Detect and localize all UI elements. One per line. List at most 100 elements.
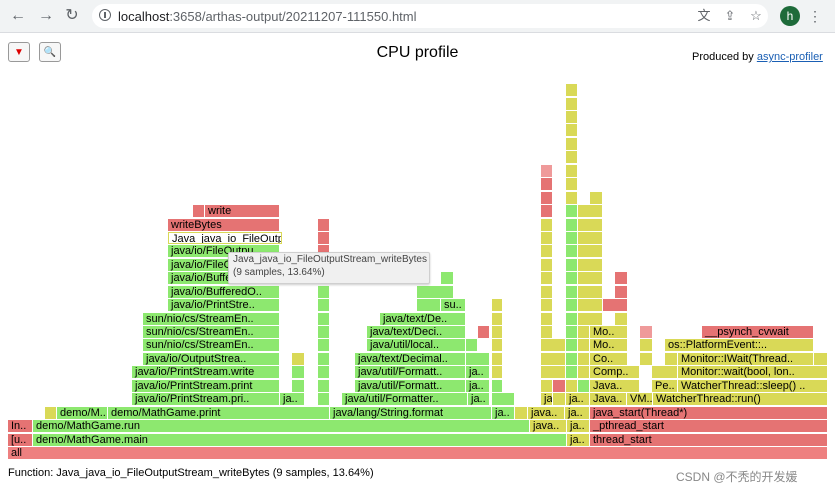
flame-frame[interactable] (566, 178, 578, 190)
flame-frame[interactable] (566, 326, 578, 338)
flame-frame[interactable] (578, 232, 603, 244)
flame-frame[interactable]: thread_start (590, 434, 828, 446)
flame-frame[interactable] (652, 366, 678, 378)
flame-frame[interactable]: WatcherThread::sleep() .. (678, 380, 828, 392)
flame-frame[interactable]: ja.. (567, 434, 590, 446)
flame-frame[interactable] (566, 286, 578, 298)
flame-frame[interactable] (578, 313, 603, 325)
translate-icon[interactable]: 文 (697, 8, 711, 23)
flame-frame[interactable] (541, 259, 553, 271)
flame-frame[interactable] (541, 326, 553, 338)
flame-frame[interactable]: sun/nio/cs/StreamEn.. (143, 313, 280, 325)
flame-frame[interactable] (566, 98, 578, 110)
flame-frame[interactable] (492, 326, 503, 338)
flame-frame[interactable] (492, 299, 503, 311)
flame-frame[interactable]: java/util/local.. (367, 339, 466, 351)
flame-frame[interactable]: java/util/Formatt.. (355, 366, 466, 378)
flame-frame[interactable]: Java.. (590, 393, 627, 405)
flame-frame[interactable] (566, 151, 578, 163)
flame-frame[interactable]: java/io/OutputStrea.. (143, 353, 280, 365)
flame-frame[interactable]: ja.. (567, 420, 590, 432)
flame-frame[interactable]: __psynch_cvwait (702, 326, 814, 338)
flame-frame[interactable] (417, 299, 441, 311)
flame-frame[interactable] (541, 366, 566, 378)
flame-frame[interactable] (541, 272, 553, 284)
flame-frame[interactable] (318, 366, 330, 378)
flame-frame[interactable]: java/io/BufferedO.. (168, 286, 280, 298)
flame-frame[interactable] (615, 313, 628, 325)
flame-frame[interactable] (566, 339, 578, 351)
avatar[interactable]: h (780, 6, 800, 26)
flame-frame[interactable]: demo/M.. (57, 407, 108, 419)
flame-frame[interactable] (492, 313, 503, 325)
flame-frame[interactable]: sun/nio/cs/StreamEn.. (143, 339, 280, 351)
flame-frame[interactable]: Java.. (590, 380, 640, 392)
address-bar[interactable]: localhost:3658/arthas-output/20211207-11… (92, 4, 768, 28)
flame-frame[interactable]: Mo.. (590, 326, 628, 338)
flame-frame[interactable]: os::PlatformEvent::.. (665, 339, 814, 351)
flame-frame[interactable] (318, 326, 330, 338)
flame-frame[interactable]: Java_java_io_FileOutp (168, 232, 282, 244)
flame-frame[interactable] (541, 313, 553, 325)
flame-frame[interactable]: demo/MathGame.print (108, 407, 330, 419)
flame-frame[interactable] (492, 339, 503, 351)
flame-frame[interactable]: In.. (8, 420, 33, 432)
flame-frame[interactable] (193, 205, 205, 217)
flame-frame[interactable] (541, 232, 553, 244)
flame-frame[interactable] (566, 259, 578, 271)
flame-frame[interactable] (318, 393, 330, 405)
flame-frame[interactable] (566, 84, 578, 96)
flame-frame[interactable] (566, 272, 578, 284)
flame-frame[interactable] (318, 380, 330, 392)
flame-frame[interactable] (541, 380, 553, 392)
flame-frame[interactable]: sun/nio/cs/StreamEn.. (143, 326, 280, 338)
flame-frame[interactable] (578, 380, 590, 392)
flame-frame[interactable]: java/util/Formatter.. (342, 393, 468, 405)
flame-frame[interactable]: Mo.. (590, 339, 628, 351)
url-text[interactable]: localhost:3658/arthas-output/20211207-11… (118, 9, 417, 24)
flame-frame[interactable]: [u.. (8, 434, 33, 446)
flame-frame[interactable] (578, 353, 590, 365)
flame-frame[interactable]: java/util/Formatt.. (355, 380, 466, 392)
flame-frame[interactable]: java.. (530, 420, 567, 432)
flame-frame[interactable]: Monitor::wait(bool, lon.. (678, 366, 828, 378)
flame-frame[interactable] (541, 339, 566, 351)
flame-frame[interactable]: java/lang/String.format (330, 407, 492, 419)
flame-frame[interactable]: WatcherThread::run() (653, 393, 828, 405)
flame-frame[interactable]: ja.. (541, 393, 553, 405)
flame-frame[interactable] (492, 393, 515, 405)
flame-frame[interactable] (566, 380, 578, 392)
flame-frame[interactable]: writeBytes (168, 219, 280, 231)
flame-frame[interactable] (640, 353, 653, 365)
flame-frame[interactable]: ja.. (565, 407, 590, 419)
flame-frame[interactable] (541, 205, 553, 217)
flame-frame[interactable]: _pthread_start (590, 420, 828, 432)
flame-frame[interactable] (566, 245, 578, 257)
flame-frame[interactable]: java/text/De.. (380, 313, 466, 325)
star-icon[interactable]: ☆ (750, 8, 762, 23)
flame-frame[interactable] (566, 205, 578, 217)
flame-frame[interactable]: all (8, 447, 828, 459)
flame-frame[interactable] (492, 380, 503, 392)
flame-frame[interactable] (466, 353, 490, 365)
flame-frame[interactable] (578, 299, 603, 311)
flame-frame[interactable] (578, 339, 590, 351)
flame-frame[interactable] (566, 192, 578, 204)
flame-frame[interactable] (541, 192, 553, 204)
kebab-menu-icon[interactable]: ⋮ (808, 8, 822, 24)
flame-frame[interactable] (515, 407, 528, 419)
flame-frame[interactable] (566, 219, 578, 231)
async-profiler-link[interactable]: async-profiler (756, 51, 823, 63)
flame-frame[interactable] (318, 286, 330, 298)
flame-frame[interactable] (640, 326, 653, 338)
flame-frame[interactable]: ja.. (566, 393, 590, 405)
flame-frame[interactable]: java/io/PrintStream.print (132, 380, 280, 392)
flame-frame[interactable] (318, 353, 330, 365)
flame-frame[interactable]: java/text/Decimal.. (355, 353, 466, 365)
flame-frame[interactable]: java/io/PrintStre.. (168, 299, 280, 311)
flame-frame[interactable] (590, 192, 603, 204)
flame-frame[interactable] (615, 272, 628, 284)
flame-frame[interactable] (292, 380, 305, 392)
flame-frame[interactable]: VM.. (627, 393, 653, 405)
flame-frame[interactable] (578, 245, 603, 257)
